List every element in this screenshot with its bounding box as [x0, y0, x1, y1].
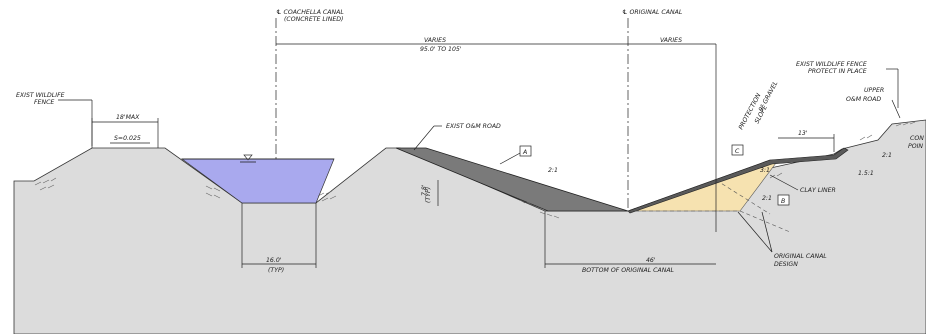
dim-16-typ: (TYP): [268, 267, 284, 274]
slope-2-1-lower: 2:1: [762, 195, 772, 202]
callout-c-text: C: [735, 148, 740, 155]
original-canal-design-upper: [715, 179, 771, 215]
cropped-poin-label: POIN: [908, 143, 923, 150]
callout-a-box: [519, 145, 532, 157]
original-design-leader: [737, 211, 773, 253]
callout-b-box: [777, 194, 790, 206]
callout-a-text: A: [522, 149, 527, 156]
callout-b-text: B: [781, 198, 785, 205]
varies-right-label: VARIES: [660, 37, 682, 44]
slope-2-1-top: 2:1: [548, 167, 558, 174]
riprap-left: [34, 177, 57, 191]
exist-om-road-label: EXIST O&M ROAD: [446, 123, 501, 130]
exist-wildlife-fence-right-2: PROTECT IN PLACE: [808, 68, 867, 75]
clay-liner-leader: [769, 174, 799, 191]
upper-om-road-1: UPPER: [864, 87, 884, 94]
callout-c-box: [731, 144, 744, 156]
om-road-leader-2: [413, 125, 435, 151]
dim-7-8: 7.8': [421, 184, 428, 196]
concrete-lined-label: (CONCRETE LINED): [284, 16, 343, 23]
slope-3-1: 3:1: [760, 167, 770, 174]
clay-liner-label: CLAY LINER: [800, 187, 836, 194]
water-surface-symbol: [243, 154, 253, 161]
original-canal-design-1: ORIGINAL CANAL: [774, 253, 827, 260]
exist-wildlife-fence-left-2: FENCE: [34, 99, 54, 106]
riprap-road-toe: [519, 199, 560, 219]
coachella-canal-label: ℄ COACHELLA CANAL: [276, 9, 344, 16]
upper-om-road-2: O&M ROAD: [846, 96, 881, 103]
exist-wildlife-fence-right-1: EXIST WILDLIFE FENCE: [796, 61, 867, 68]
upper-road-leader: [891, 99, 901, 119]
original-canal-design-line: [628, 210, 791, 233]
slope-1-5-1: 1.5:1: [858, 170, 874, 177]
cropped-con-label: CON: [910, 135, 924, 142]
callout-a-leader: [499, 151, 523, 165]
slope-2-1-right: 2:1: [882, 152, 892, 159]
original-design-leader-2: [761, 211, 773, 253]
dim-typ-small: (TYP): [425, 187, 432, 203]
gravel-slope-protection: [627, 147, 849, 214]
slope-s-label: S=0.025: [114, 135, 141, 142]
varies-left-label: VARIES: [424, 37, 446, 44]
dim-16: 16.0': [266, 257, 282, 264]
max18-label: 18'MAX: [116, 114, 140, 121]
varies-range-label: 95.0' TO 105': [420, 46, 462, 53]
exist-wildlife-fence-left-1: EXIST WILDLIFE: [16, 92, 65, 99]
original-canal-design-2: DESIGN: [774, 261, 798, 268]
dim-13: 13': [798, 130, 808, 137]
riprap-canal-right: [317, 190, 337, 202]
existing-ground: [13, 119, 926, 334]
dim-46: 46': [646, 257, 656, 264]
bottom-original-canal: BOTTOM OF ORIGINAL CANAL: [582, 267, 675, 274]
original-canal-label: ℄ ORIGINAL CANAL: [622, 9, 683, 16]
riprap-canal-left: [205, 185, 221, 199]
